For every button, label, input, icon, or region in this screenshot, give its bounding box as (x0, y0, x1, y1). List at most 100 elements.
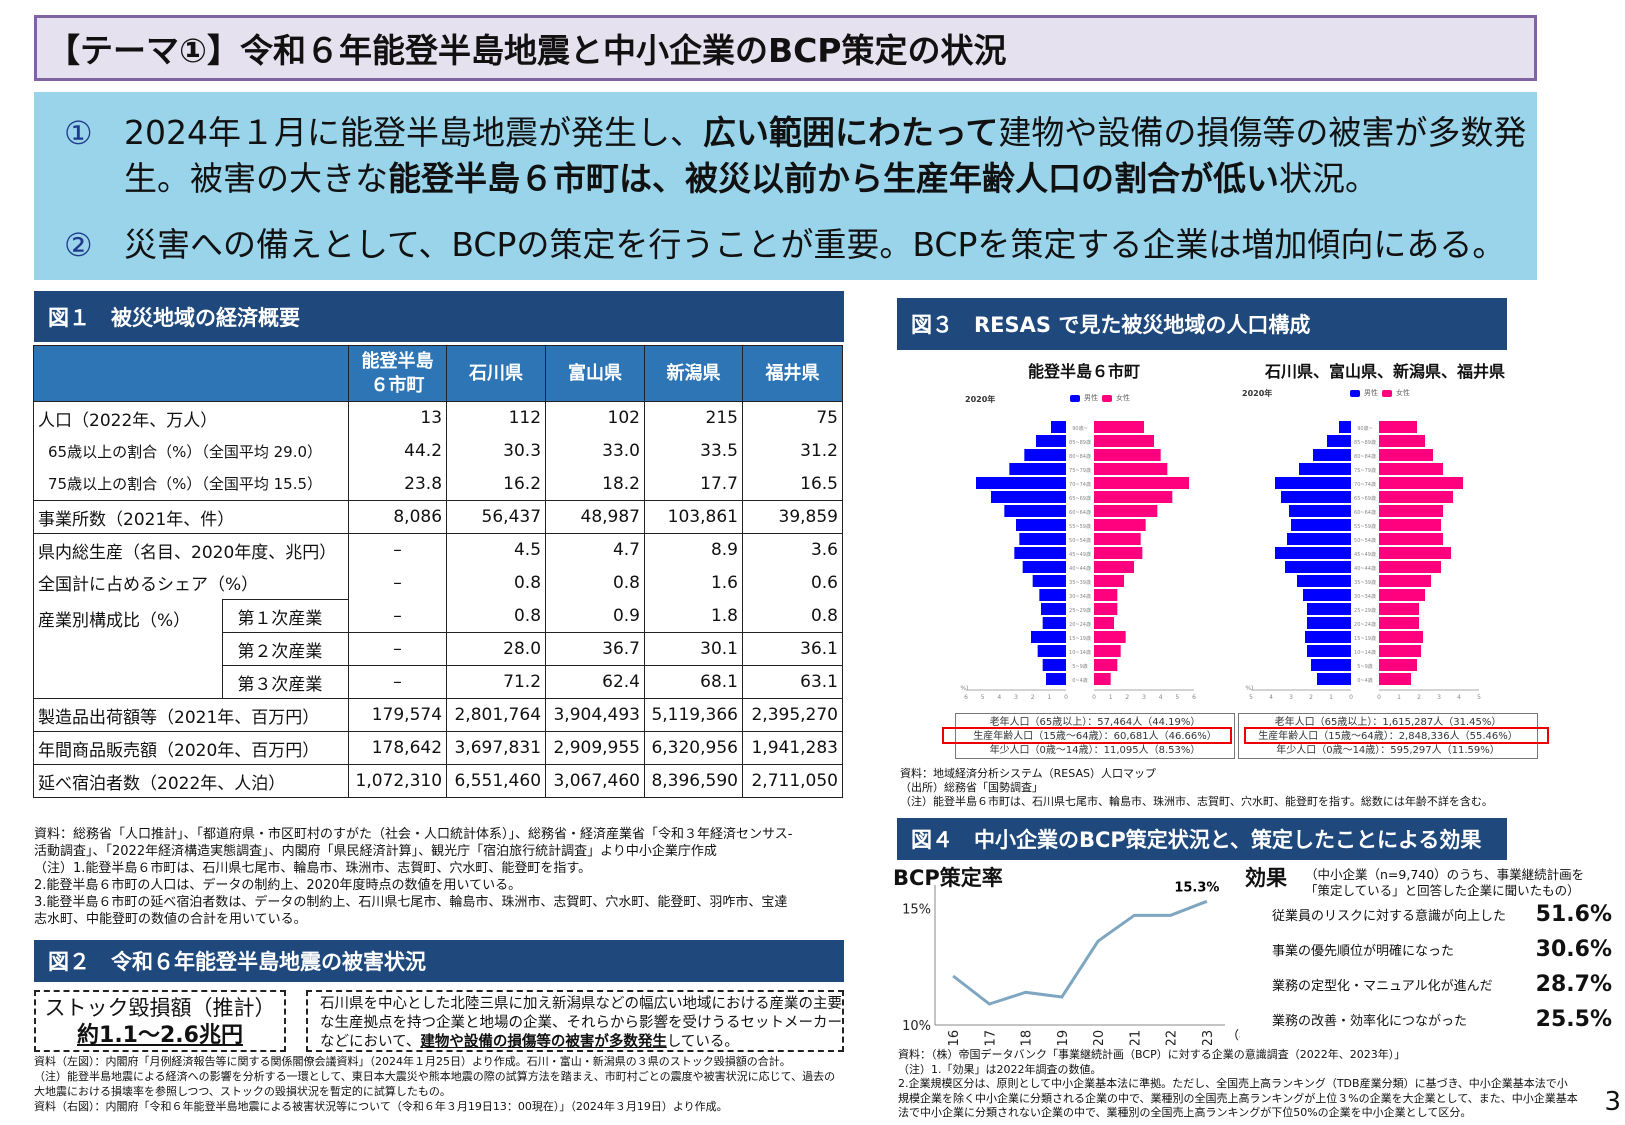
page-title: 【テーマ①】令和６年能登半島地震と中小企業のBCP策定の状況 (34, 15, 1537, 81)
summary-box: ① 2024年１月に能登半島地震が発生し、広い範囲にわたって建物や設備の損傷等の… (34, 92, 1537, 280)
cell: 30.3 (446, 434, 547, 468)
svg-text:25~29歳: 25~29歳 (1069, 607, 1091, 614)
table-row: 年間商品販売額（2020年、百万円） 178,642 3,697,831 2,9… (32, 731, 844, 765)
note-line: 資料：（株）帝国データバンク「事業継続計画（BCP）に対する企業の意識調査（20… (898, 1048, 1406, 1061)
pyramid-right-legend: 男性 女性 (1350, 388, 1410, 398)
svg-text:90歳~: 90歳~ (1072, 425, 1088, 432)
svg-text:2016: 2016 (947, 1030, 962, 1045)
bcp-rate-title: BCP策定率 (893, 866, 1003, 890)
header-toyama: 富山県 (545, 345, 645, 402)
header-blank (32, 345, 350, 402)
note-line: 2.企業規模区分は、原則として中小企業基本法に準拠。ただし、全国売上高ランキング… (898, 1077, 1568, 1090)
row-sublabel: 第３次産業 (222, 665, 350, 699)
cell: 8.9 (644, 533, 743, 567)
note-line: （注）1.能登半島６市町は、石川県七尾市、輪島市、珠洲市、志賀町、穴水町、能登町… (34, 861, 592, 876)
svg-text:80~84歳: 80~84歳 (1354, 453, 1376, 460)
pyramid-left-legend: 男性 女性 (1070, 393, 1130, 403)
svg-text:45~49歳: 45~49歳 (1354, 551, 1376, 558)
effect-title: 効果 (1245, 866, 1287, 890)
summary-point-2: ② 災害への備えとして、BCPの策定を行うことが重要。BCPを策定する企業は増加… (64, 222, 1537, 268)
svg-text:1: 1 (1329, 694, 1333, 701)
cell: 16.2 (446, 467, 547, 501)
note-line: 法で中小企業に分類されない企業の中で、業種別の全国売上高ランキングが下位50%の… (898, 1106, 1472, 1119)
svg-text:2020: 2020 (1092, 1030, 1107, 1045)
table-row: 75歳以上の割合（%）（全国平均 15.5） 23.8 16.2 18.2 17… (32, 467, 844, 501)
cell: 215 (644, 401, 743, 435)
svg-text:65~69歳: 65~69歳 (1069, 495, 1091, 502)
row-label: 65歳以上の割合（%）（全国平均 29.0） (32, 434, 350, 468)
cell: 28.0 (446, 632, 547, 666)
economic-overview-table: 能登半島 ６市町 石川県 富山県 新潟県 福井県 人口（2022年、万人） 13 … (32, 345, 844, 798)
note-line: 資料：総務省「人口推計」、「都道府県・市区町村のすがた（社会・人口統計体系）」、… (34, 827, 793, 842)
point-text-emphasis: 能登半島６市町は、被災以前から生産年齢人口の割合が低い (388, 159, 1279, 198)
bcp-rate-line-chart: 15% 10% 2016 2017 2018 2019 2020 2021 2022 2023 15… (902, 880, 1240, 1045)
svg-text:2: 2 (1417, 694, 1421, 701)
stock-damage-label: ストック毀損額（推計） (44, 996, 276, 1020)
cell: 1,072,310 (348, 764, 448, 798)
svg-text:3: 3 (1289, 694, 1293, 701)
youth-population: 年少人口（0歳～14歳）：595,297人（11.59%） (1276, 745, 1500, 756)
fig1-notes: 資料：総務省「人口推計」、「都道府県・市区町村のすがた（社会・人口統計体系）」、… (34, 826, 864, 928)
cell: 4.7 (545, 533, 645, 567)
svg-text:2017: 2017 (983, 1030, 998, 1045)
fig3-notes: 資料：地域経済分析システム（RESAS）人口マップ （出所）総務省「国勢調査」 … (900, 767, 1493, 809)
svg-text:1: 1 (1109, 694, 1113, 701)
table-row: 人口（2022年、万人） 13 112 102 215 75 (32, 401, 844, 435)
cell: 16.5 (741, 467, 844, 501)
note-line: （出所）総務省「国勢調査」 (900, 781, 1043, 794)
effect-item: 業務の定型化・マニュアル化が進んだ 28.7% (1272, 972, 1612, 997)
svg-text:30~34歳: 30~34歳 (1354, 593, 1376, 600)
svg-text:55~59歳: 55~59歳 (1354, 523, 1376, 530)
svg-text:10~14歳: 10~14歳 (1069, 649, 1091, 656)
svg-text:3: 3 (1437, 694, 1441, 701)
damage-text: している。 (666, 1034, 739, 1050)
stock-damage-box: ストック毀損額（推計） 約1.1～2.6兆円 (34, 990, 286, 1052)
effect-value: 25.5% (1535, 1007, 1612, 1032)
svg-text:3: 3 (1142, 694, 1146, 701)
legend-male-label: 男性 (1364, 389, 1378, 397)
svg-text:2023: 2023 (1201, 1030, 1216, 1045)
note-line: （注）1.「効果」は2022年調査の数値。 (898, 1062, 1102, 1076)
effect-label: 業務の定型化・マニュアル化が進んだ (1272, 979, 1493, 994)
note-line: 志水町、中能登町の数値の合計を用いている。 (34, 912, 307, 927)
note-line: 規模企業を除く中小企業に分類される企業の中で、業種別の全国売上高ランキングが上位… (898, 1091, 1578, 1105)
cell: 39,859 (741, 500, 844, 534)
cell: 36.7 (545, 632, 645, 666)
note-line: 3.能登半島６市町の延べ宿泊者数は、データの制約上、石川県七尾市、輪島市、珠洲市… (34, 895, 788, 910)
damage-text-emphasis: 建物や設備の損傷等の被害が多数発生 (420, 1034, 667, 1050)
working-age-population: 生産年齢人口（15歳～64歳）：2,848,336人（55.46%） (1258, 731, 1518, 742)
svg-text:75~79歳: 75~79歳 (1354, 467, 1376, 474)
svg-text:2: 2 (1125, 694, 1129, 701)
svg-text:2021: 2021 (1128, 1030, 1143, 1045)
svg-text:6: 6 (1192, 694, 1196, 701)
svg-text:（年）: （年） (1227, 1028, 1240, 1042)
fig3-header-text: 図３ RESAS で見た被災地域の人口構成 (911, 313, 1311, 337)
cell: 0.8 (446, 566, 547, 600)
cell: 68.1 (644, 665, 743, 699)
svg-text:0: 0 (1377, 694, 1381, 701)
row-label: 県内総生産（名目、2020年度、兆円） (32, 533, 350, 567)
point-text-part: 2024年１月に能登半島地震が発生し、 (124, 113, 703, 152)
svg-text:2: 2 (1309, 694, 1313, 701)
table-row: 製造品出荷額等（2021年、百万円） 179,574 2,801,764 3,9… (32, 698, 844, 732)
note-line: 資料：地域経済分析システム（RESAS）人口マップ (900, 767, 1156, 780)
cell: 0.8 (446, 599, 547, 633)
cell: 1,941,283 (741, 731, 844, 765)
page-number: 3 (1604, 1087, 1621, 1117)
damage-text: 石川県を中心とした北陸三県に加え新潟県などの幅広い地域における産業の主要な生産拠… (320, 996, 842, 1050)
population-pyramid-hokuriku: 0~4歳5~9歳10~14歳15~19歳20~24歳25~29歳30~34歳35… (1245, 421, 1481, 701)
cell: 1.6 (644, 566, 743, 600)
effect-subtitle-line2: 「策定している」と回答した企業に聞いたもの） (1305, 883, 1580, 898)
cell: 8,086 (348, 500, 448, 534)
svg-text:2018: 2018 (1020, 1030, 1035, 1045)
header-ishikawa: 石川県 (446, 345, 547, 402)
female-swatch-icon (1102, 394, 1112, 402)
row-label: 製造品出荷額等（2021年、百万円） (32, 698, 350, 732)
cell: 3,904,493 (545, 698, 645, 732)
svg-text:60~64歳: 60~64歳 (1354, 509, 1376, 516)
svg-text:45~49歳: 45~49歳 (1069, 551, 1091, 558)
effect-label: 事業の優先順位が明確になった (1272, 944, 1455, 959)
note-line: 2.能登半島６市町の人口は、データの制約上、2020年度時点の数値を用いている。 (34, 878, 522, 893)
female-swatch-icon (1382, 389, 1392, 397)
header-noto6-line1: 能登半島 (361, 350, 434, 372)
